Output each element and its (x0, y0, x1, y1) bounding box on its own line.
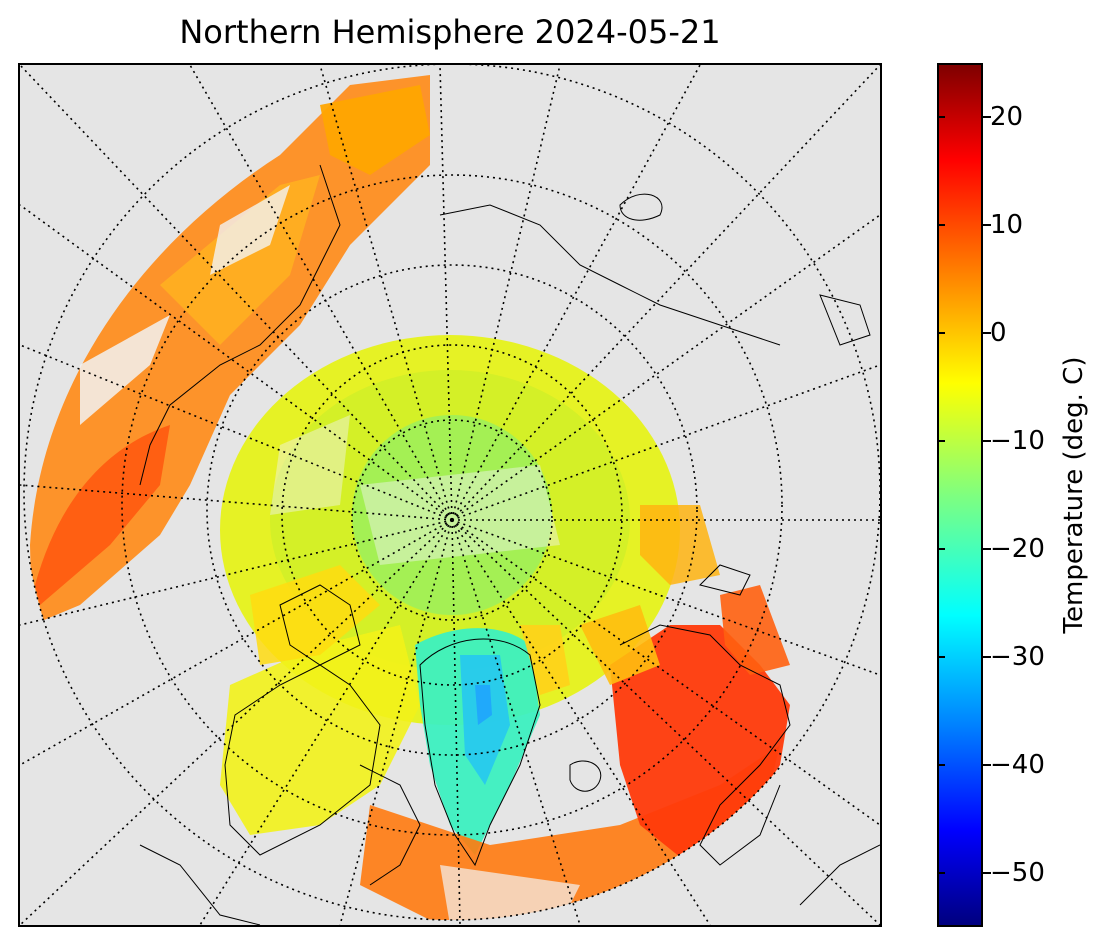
colorbar-tick-mark (983, 332, 991, 334)
colorbar-tick-label: −30 (990, 642, 1045, 672)
colorbar-tick-mark (983, 548, 991, 550)
colorbar-tick-mark (983, 440, 991, 442)
colorbar-tick-label: 10 (990, 210, 1024, 240)
colorbar-tick-mark-inner (937, 548, 945, 550)
colorbar-tick-mark-inner (937, 764, 945, 766)
colorbar-tick-mark-inner (937, 332, 945, 334)
meridian-lines (20, 65, 880, 925)
colorbar-tick-label: 20 (990, 102, 1024, 132)
map-title: Northern Hemisphere 2024-05-21 (179, 13, 721, 51)
colorbar-tick-mark (983, 116, 991, 118)
colorbar-tick-mark (983, 224, 991, 226)
colorbar-tick-mark-inner (937, 872, 945, 874)
colorbar (937, 63, 983, 927)
colorbar-tick-label: 0 (990, 318, 1007, 348)
colorbar-tick-mark-inner (937, 656, 945, 658)
colorbar-tick-mark-inner (937, 116, 945, 118)
colorbar-label: Temperature (deg. C) (1059, 356, 1089, 634)
colorbar-tick-mark (983, 872, 991, 874)
colorbar-tick-label: −50 (990, 858, 1045, 888)
coastlines (139, 164, 880, 925)
colorbar-tick-mark-inner (937, 224, 945, 226)
latitude-lines (23, 65, 880, 921)
map-panel (18, 63, 882, 927)
temperature-swath (30, 75, 790, 920)
colorbar-tick-mark (983, 764, 991, 766)
colorbar-tick-label: −10 (990, 426, 1045, 456)
colorbar-tick-mark-inner (937, 440, 945, 442)
polar-temperature-map (20, 65, 880, 925)
colorbar-tick-label: −20 (990, 534, 1045, 564)
colorbar-tick-label: −40 (990, 750, 1045, 780)
colorbar-tick-mark (983, 656, 991, 658)
